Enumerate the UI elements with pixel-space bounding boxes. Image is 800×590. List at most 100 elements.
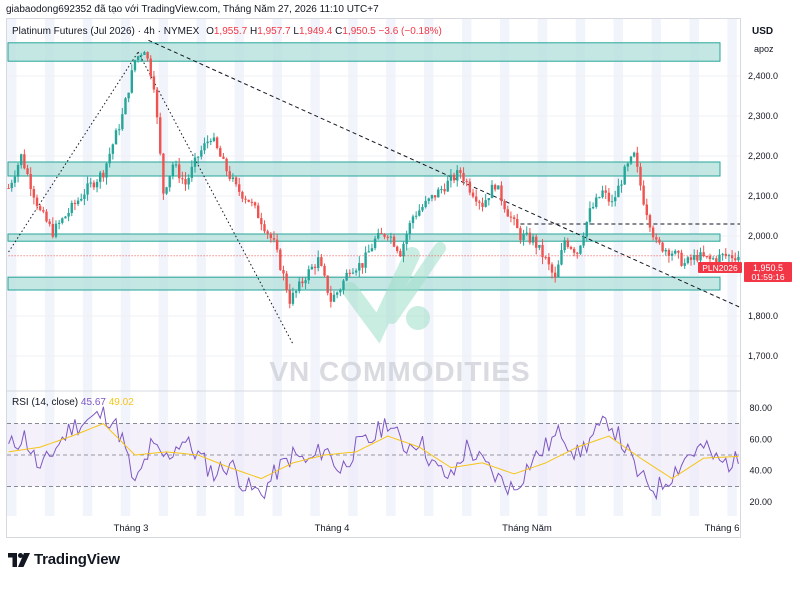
- candle-body: [48, 221, 51, 224]
- candle-body: [250, 201, 254, 203]
- session-band: [158, 19, 169, 516]
- sr-zone: [7, 233, 721, 242]
- candle-body: [636, 152, 639, 167]
- time-axis[interactable]: Tháng 3 Tháng 4 Tháng Năm Tháng 6: [114, 523, 740, 534]
- candle-body: [159, 117, 162, 154]
- candle-body: [727, 255, 731, 257]
- candle-body: [275, 239, 279, 250]
- watermark-logo: [342, 242, 446, 344]
- candle-body: [443, 189, 446, 192]
- candle-body: [20, 154, 23, 165]
- legend-open: 1,955.7: [213, 26, 248, 37]
- candle-body: [446, 180, 449, 192]
- candle-body: [323, 265, 326, 276]
- currency-label[interactable]: USD: [752, 26, 774, 37]
- candle-body: [550, 264, 554, 273]
- candle-body: [585, 221, 588, 237]
- session-band: [537, 19, 548, 516]
- candle-body: [465, 181, 468, 183]
- candle-body: [136, 56, 140, 61]
- candle-body: [632, 152, 636, 157]
- candle-body: [335, 292, 339, 295]
- candle-body: [272, 238, 276, 240]
- legend-high-label: H: [250, 26, 258, 37]
- candle-body: [459, 170, 462, 173]
- candle-body: [10, 182, 13, 189]
- candle-body: [38, 206, 42, 211]
- chart-frame[interactable]: [6, 18, 741, 538]
- candle-body: [187, 177, 190, 185]
- candle-body: [238, 184, 241, 192]
- session-band: [613, 19, 624, 516]
- rsi-axis[interactable]: 80.00 60.00 40.00 20.00: [749, 403, 772, 507]
- candle-body: [541, 244, 544, 258]
- candle-body: [677, 250, 680, 253]
- candle-body: [124, 98, 127, 115]
- candle-body: [607, 192, 611, 202]
- candle-body: [231, 177, 235, 179]
- candle-body: [547, 257, 551, 265]
- candle-body: [689, 257, 693, 260]
- candle-body: [408, 223, 412, 235]
- candle-body: [497, 185, 500, 190]
- candle-body: [200, 150, 203, 157]
- candle-body: [162, 153, 165, 194]
- candle-body: [130, 70, 134, 93]
- candle-body: [478, 201, 481, 203]
- price-tag-value: 1,950.5: [753, 263, 783, 273]
- session-band: [461, 19, 472, 516]
- candle-body: [317, 257, 320, 269]
- rsi-tick-label: 80.00: [749, 403, 772, 413]
- candle-body: [320, 257, 323, 266]
- tradingview-brand: TradingView: [34, 551, 120, 568]
- scale-mode-label[interactable]: apoz: [754, 44, 774, 54]
- session-band: [499, 19, 510, 516]
- candle-body: [512, 217, 516, 219]
- candle-body: [146, 52, 149, 59]
- session-band: [651, 19, 662, 516]
- rsi-ma-line: [8, 423, 739, 480]
- candle-body: [203, 143, 206, 151]
- candle-body: [140, 55, 143, 57]
- candle-body: [686, 257, 690, 264]
- candle-body: [724, 253, 727, 256]
- candle-body: [538, 244, 541, 248]
- candle-body: [715, 258, 718, 263]
- trend-lines[interactable]: [8, 0, 742, 345]
- candle-body: [493, 184, 497, 190]
- candle-body: [484, 200, 487, 207]
- candle-body: [26, 168, 29, 174]
- sr-zone: [7, 42, 721, 62]
- price-axis[interactable]: 2,400.02,300.02,200.02,100.02,000.01,900…: [748, 71, 778, 361]
- session-band: [82, 19, 93, 516]
- rsi-label: RSI (14, close): [12, 397, 79, 408]
- session-band: [689, 19, 699, 516]
- candle-body: [76, 200, 80, 205]
- candle-body: [301, 281, 304, 284]
- session-band: [196, 19, 207, 516]
- candle-body: [427, 198, 430, 201]
- candle-body: [456, 170, 459, 181]
- session-band: [44, 19, 55, 516]
- tradingview-logo[interactable]: TradingView: [8, 551, 120, 568]
- candle-body: [519, 228, 522, 241]
- candle-body: [279, 249, 282, 270]
- candle-body: [45, 211, 48, 222]
- rsi-tick-label: 20.00: [749, 497, 772, 507]
- candle-body: [528, 232, 532, 243]
- candle-body: [339, 290, 342, 293]
- candle-body: [421, 207, 424, 211]
- candle-body: [474, 196, 478, 202]
- rsi-line: [8, 406, 739, 501]
- candle-body: [569, 246, 573, 249]
- candle-body: [209, 141, 212, 143]
- candle-body: [604, 190, 607, 193]
- price-tick-label: 1,700.0: [748, 351, 778, 361]
- legend-close-label: C: [335, 26, 343, 37]
- candle-body: [332, 294, 336, 302]
- price-tag-symbol: PLN2026: [702, 263, 738, 273]
- candle-body: [222, 156, 225, 159]
- trend-line: [137, 51, 294, 345]
- candle-body: [613, 197, 617, 202]
